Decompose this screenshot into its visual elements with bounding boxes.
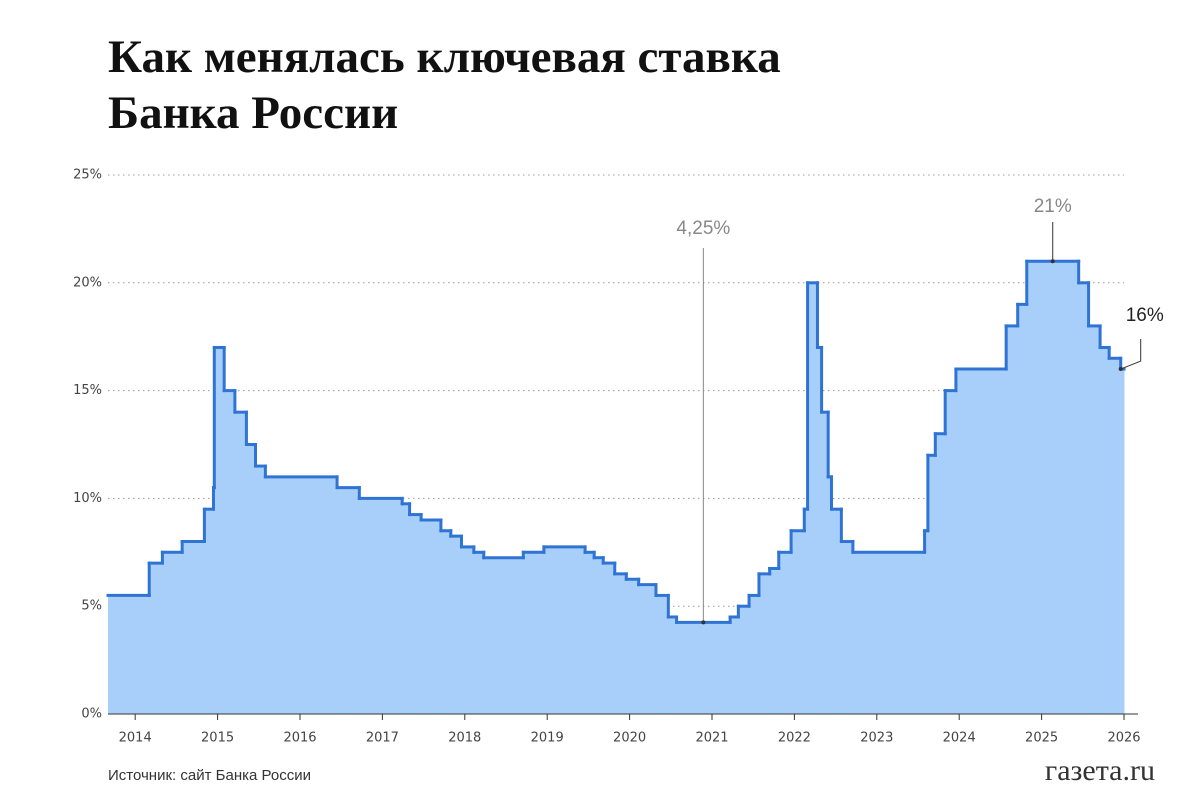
area-step [162, 552, 183, 714]
area-step [265, 476, 338, 714]
area-step [594, 557, 604, 714]
area-step [758, 573, 771, 714]
source: Источник: сайт Банка России [108, 767, 311, 784]
area-step [108, 595, 150, 714]
x-tick-label: 2015 [201, 731, 234, 746]
area-step [1006, 325, 1019, 714]
area-step [1088, 325, 1101, 714]
area-step [945, 390, 957, 714]
area-step [234, 412, 247, 714]
area-step [791, 530, 805, 714]
area-step [337, 487, 360, 714]
area-step [182, 541, 205, 714]
x-tick-label: 2021 [695, 731, 728, 746]
area-step [655, 595, 669, 714]
y-tick-label: 10% [73, 491, 102, 506]
x-tick-label: 2018 [448, 731, 481, 746]
area-step [523, 552, 545, 714]
area-step [924, 530, 929, 714]
chart-title: Банка России [108, 87, 398, 139]
area-step [852, 552, 926, 714]
area-step [409, 514, 422, 714]
annotation-leader [1120, 339, 1142, 370]
area-step [955, 369, 1007, 714]
area-step [935, 433, 946, 714]
x-tick-label: 2017 [366, 731, 399, 746]
area-step [778, 552, 792, 714]
x-tick-label: 2016 [283, 731, 316, 746]
area-step [483, 557, 524, 714]
area-step [927, 455, 936, 714]
y-tick-label: 15% [73, 383, 102, 398]
area-step [828, 476, 832, 714]
x-tick-label: 2026 [1107, 731, 1140, 746]
area-step [213, 487, 215, 714]
area-step [421, 519, 442, 714]
area-step [246, 444, 256, 714]
area-step [841, 541, 854, 714]
area-step [402, 503, 411, 714]
x-tick-label: 2019 [531, 731, 564, 746]
area-step [738, 606, 750, 714]
area-step [749, 595, 760, 714]
annotation-dot [1118, 367, 1123, 372]
area-step [1100, 347, 1110, 714]
annotation: 16% [1126, 305, 1164, 326]
area-step [1017, 304, 1028, 714]
area-step [359, 498, 403, 714]
area-step [149, 563, 163, 714]
x-tick-label: 2014 [119, 731, 152, 746]
area-step [255, 466, 266, 714]
area-step [1109, 358, 1122, 714]
area-step [817, 347, 823, 714]
area-step [831, 509, 842, 714]
area-step [821, 412, 829, 714]
chart-title: Как менялась ключевая ставка [108, 31, 781, 83]
area-step [585, 552, 595, 714]
area-step [769, 568, 780, 714]
area-step [730, 616, 739, 714]
area-step [224, 390, 236, 714]
area-step [603, 563, 616, 714]
area-step [450, 536, 462, 714]
x-tick-label: 2022 [778, 731, 811, 746]
area-step [626, 579, 640, 714]
area-step [638, 584, 657, 714]
y-tick-label: 25% [73, 168, 102, 183]
annotation: 4,25% [676, 218, 730, 239]
annotation-dot [701, 620, 706, 625]
area-step [1120, 369, 1125, 714]
area-step [1026, 261, 1080, 714]
annotation: 21% [1034, 196, 1072, 217]
logo: газета.ru [1045, 754, 1155, 787]
area-step [543, 546, 586, 714]
area-step [668, 616, 678, 714]
annotation-dot [1050, 259, 1055, 264]
area-step [676, 622, 731, 714]
x-tick-label: 2023 [860, 731, 893, 746]
area-step [204, 509, 214, 714]
x-tick-label: 2025 [1025, 731, 1058, 746]
area-step [214, 347, 225, 714]
area-step [807, 282, 818, 714]
area-step [461, 546, 475, 714]
area-step [614, 573, 627, 714]
area-step [473, 552, 485, 714]
area-step [804, 509, 809, 714]
y-tick-label: 0% [81, 707, 102, 722]
area-step [1078, 282, 1090, 714]
y-tick-label: 5% [81, 599, 102, 614]
area-step [440, 530, 452, 714]
y-tick-label: 20% [73, 275, 102, 290]
x-tick-label: 2020 [613, 731, 646, 746]
x-tick-label: 2024 [943, 731, 976, 746]
